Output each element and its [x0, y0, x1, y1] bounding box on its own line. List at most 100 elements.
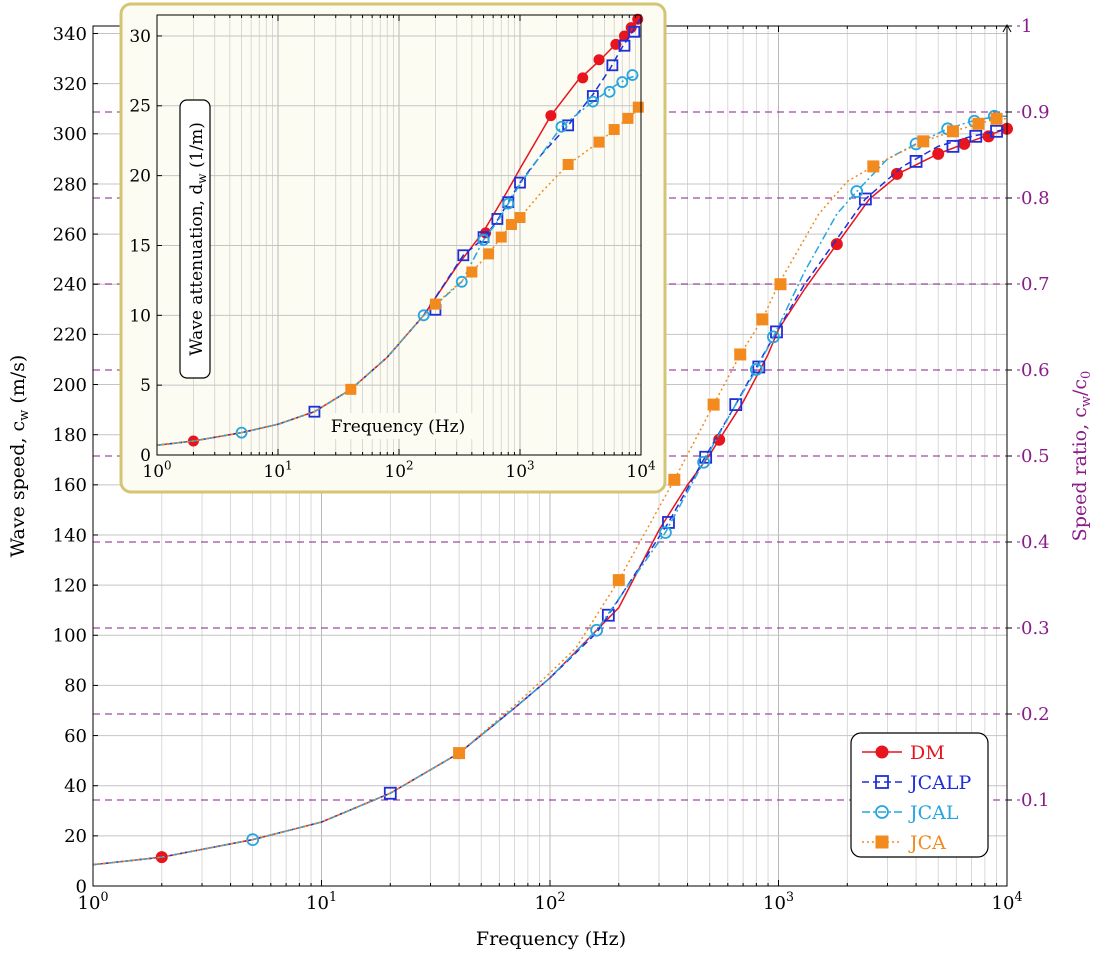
inset-series-jcal	[156, 69, 639, 446]
inset-marker-jcalp	[606, 59, 619, 72]
main-marker-jcalp	[858, 192, 872, 206]
legend-box	[850, 732, 989, 858]
inset-marker-jcal	[477, 233, 490, 246]
main-y-tick-label: 200	[53, 375, 87, 396]
inset-marker-jcal	[586, 95, 599, 108]
y2-tick-label: 1	[1021, 16, 1032, 37]
inset-marker-jcalp	[618, 39, 631, 52]
main-marker-jcalp	[969, 129, 983, 143]
main-y-tick-label: 300	[53, 124, 87, 145]
inset-ylabel-box	[179, 99, 211, 379]
main-marker-jca	[774, 278, 787, 291]
y2-axis-arrow	[1002, 23, 1012, 33]
inset-y-tick-label: 30	[129, 27, 151, 47]
y2-axis-label-main: Speed ratio, c	[1069, 407, 1091, 541]
y2-tick-label: 0.3	[1021, 618, 1050, 639]
inset-marker-jcalp	[514, 176, 526, 189]
inset-marker-dm	[545, 110, 557, 122]
y2-tick-label: 0.2	[1021, 704, 1050, 725]
main-x-tick-label: 104	[992, 889, 1023, 914]
y-axis-label-sub: w	[17, 410, 32, 421]
main-y-tick-label: 60	[64, 726, 87, 747]
inset-x-tick-label: 104	[626, 458, 655, 482]
inset-x-tick-label-exp: 1	[285, 458, 293, 472]
main-marker-jca	[917, 135, 930, 148]
main-marker-jcalp	[729, 398, 743, 412]
main-y-tick-label: 260	[53, 224, 87, 245]
inset-marker-jca	[622, 112, 634, 124]
inset-marker-jcal	[616, 76, 629, 88]
legend-marker-dm	[875, 745, 889, 759]
main-y-tick-label: 340	[53, 24, 87, 45]
main-series-layer	[92, 109, 1013, 866]
inset-x-tick-label: 102	[384, 458, 413, 482]
inset-x-tick-label: 103	[505, 458, 534, 482]
main-y-tick-label: 80	[64, 676, 87, 697]
main-x-tick-label-exp: 1	[329, 889, 337, 904]
inset-marker-jcalp	[628, 25, 641, 38]
inset-y-tick-label: 10	[129, 306, 151, 326]
inset-marker-jca	[495, 231, 507, 243]
legend: DM JCALP JCAL JCA	[850, 732, 989, 858]
inset-marker-dm	[577, 72, 589, 84]
inset-x-tick-label-exp: 0	[164, 458, 172, 472]
legend-marker-jcal	[875, 805, 889, 819]
inset-marker-dm	[610, 38, 622, 50]
main-line-jcalp	[92, 128, 1008, 866]
main-marker-jca	[668, 473, 681, 486]
main-y-tick-label: 240	[53, 275, 87, 296]
main-y-tick-label: 320	[53, 74, 87, 95]
inset-y-axis-label: Wave attenuation, dw (1/m)	[187, 122, 209, 356]
main-marker-jca	[453, 747, 466, 760]
main-y-tick-label: 20	[64, 826, 87, 847]
main-marker-jca	[972, 117, 985, 130]
main-marker-jcalp	[601, 608, 615, 622]
inset-axes	[156, 14, 642, 456]
inset-xlabel-bg	[325, 413, 473, 439]
inset-marker-jca	[345, 383, 357, 395]
main-y-tick-label: 100	[53, 626, 87, 647]
inset-y-axis-label-sub: w	[195, 173, 209, 184]
inset-marker-jcal	[626, 69, 639, 81]
y2-axis-label-sub2: 0	[1079, 371, 1094, 379]
main-marker-jcal	[697, 455, 710, 469]
main-x-tick-label-base: 10	[78, 893, 101, 914]
inset-marker-jca	[632, 101, 644, 113]
legend-marker-jcalp	[875, 775, 889, 789]
inset-line-jcal	[156, 74, 639, 446]
main-marker-jcalp	[946, 139, 960, 153]
main-tick-labels: 100 101 102 103 1040204060801001201401601802…	[53, 16, 1050, 914]
inset-y-tick-label: 25	[129, 97, 151, 117]
legend-entry-dm: DM	[862, 742, 945, 764]
main-y-tick-label: 120	[53, 575, 87, 596]
inset-frame	[119, 2, 667, 494]
inset-x-tick-label: 101	[263, 458, 292, 482]
inset-line-jca	[156, 106, 642, 446]
main-x-tick-label: 102	[535, 889, 566, 914]
y-axis-label-unit: (m/s)	[7, 355, 29, 410]
legend-entry-jca: JCA	[862, 832, 946, 854]
inset-marker-jcal	[455, 275, 468, 288]
main-axes	[92, 23, 1012, 887]
main-marker-jcalp	[990, 124, 1003, 138]
inset-x-tick-label-base: 10	[142, 462, 164, 482]
main-x-tick-label-exp: 0	[100, 889, 108, 904]
inset-marker-jcalp	[308, 405, 321, 418]
inset-marker-jcal	[502, 197, 515, 210]
legend-label-dm: DM	[910, 742, 945, 764]
inset-x-tick-label-exp: 4	[648, 458, 656, 472]
inset-marker-jca	[514, 212, 526, 224]
inset-y-tick-label: 5	[140, 376, 151, 396]
main-y-tick-label: 180	[53, 425, 87, 446]
legend-label-jca: JCA	[908, 832, 946, 854]
main-marker-dm	[890, 167, 903, 180]
main-marker-jcal	[749, 363, 763, 376]
y2-tick-label: 0.4	[1021, 532, 1050, 553]
main-marker-jcal	[659, 526, 672, 539]
legend-entry-jcal: JCAL	[862, 802, 959, 824]
inset-x-tick-label-base: 10	[263, 462, 285, 482]
main-x-tick-label: 103	[763, 889, 794, 914]
y2-axis-label-sub: w	[1079, 396, 1094, 407]
inset-y-axis-label-main: Wave attenuation, d	[187, 184, 207, 356]
